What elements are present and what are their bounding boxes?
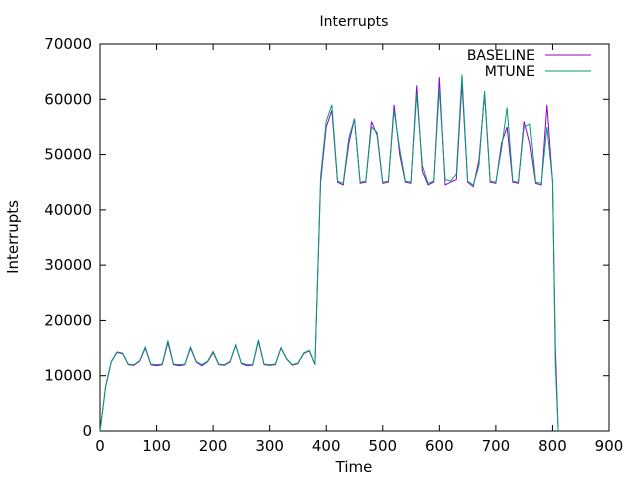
- x-axis-label: Time: [335, 458, 373, 476]
- x-tick-label: 200: [199, 437, 228, 455]
- x-tick-label: 300: [255, 437, 284, 455]
- y-axis: 0 10000 20000 30000 40000 50000 60000 70000: [44, 35, 609, 440]
- y-tick-label: 10000: [44, 367, 92, 385]
- series-line-baseline: [99, 77, 559, 432]
- series-group: [99, 74, 559, 432]
- y-tick-label: 50000: [44, 146, 92, 164]
- plot-frame: [99, 43, 610, 432]
- y-tick-label: 60000: [44, 90, 92, 108]
- chart-title: Interrupts: [320, 14, 389, 30]
- y-tick-label: 0: [82, 422, 92, 440]
- y-axis-label: Interrupts: [4, 200, 22, 274]
- y-tick-label: 20000: [44, 311, 92, 329]
- y-tick-label: 30000: [44, 256, 92, 274]
- x-tick-label: 500: [368, 437, 397, 455]
- legend-label: BASELINE: [467, 48, 535, 64]
- x-tick-label: 0: [95, 437, 105, 455]
- x-tick-label: 700: [482, 437, 511, 455]
- x-tick-label: 100: [142, 437, 171, 455]
- x-tick-label: 900: [595, 437, 624, 455]
- y-tick-label: 70000: [44, 35, 92, 53]
- y-tick-label: 40000: [44, 201, 92, 219]
- series-line-mtune: [99, 74, 559, 432]
- legend-label: MTUNE: [485, 64, 535, 80]
- x-tick-label: 800: [538, 437, 567, 455]
- x-tick-label: 600: [425, 437, 454, 455]
- x-tick-label: 400: [312, 437, 341, 455]
- x-axis: 0 100 200 300 400 500 600 700 800 900: [95, 44, 623, 455]
